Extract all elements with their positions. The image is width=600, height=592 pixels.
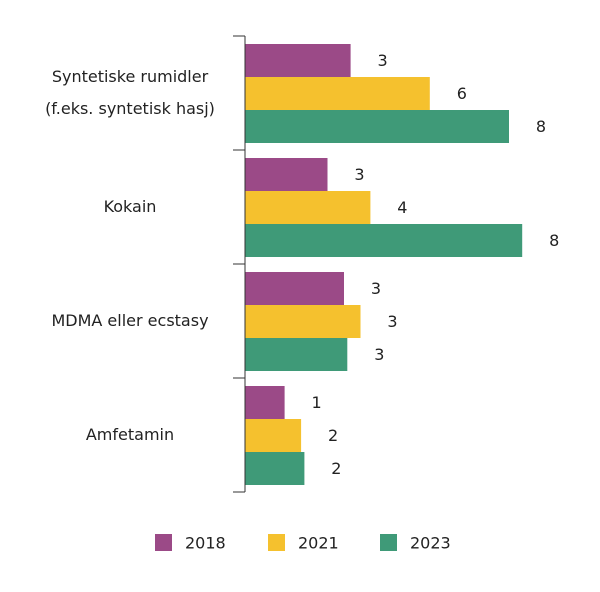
value-label: 8 xyxy=(536,117,546,136)
legend-label: 2021 xyxy=(298,534,339,553)
legend-label: 2023 xyxy=(410,534,451,553)
bar xyxy=(245,386,285,419)
bar xyxy=(245,305,361,338)
legend-label: 2018 xyxy=(185,534,226,553)
legend-swatch xyxy=(155,534,172,551)
bar xyxy=(245,77,430,110)
bar xyxy=(245,419,302,452)
bar xyxy=(245,44,351,77)
value-label: 8 xyxy=(549,231,559,250)
category-label: Amfetamin xyxy=(85,425,175,444)
category-label: MDMA eller ecstasy xyxy=(51,311,209,330)
value-label: 3 xyxy=(371,279,381,298)
bar xyxy=(245,224,523,257)
value-label: 2 xyxy=(331,459,341,478)
category-label: Kokain xyxy=(103,197,157,216)
legend-swatch xyxy=(268,534,285,551)
value-label: 6 xyxy=(457,84,467,103)
value-label: 4 xyxy=(397,198,407,217)
bar xyxy=(245,452,305,485)
bar xyxy=(245,110,509,143)
value-label: 3 xyxy=(378,51,388,70)
value-label: 3 xyxy=(374,345,384,364)
bar xyxy=(245,272,344,305)
legend-swatch xyxy=(380,534,397,551)
bar xyxy=(245,191,371,224)
category-label: Syntetiske rumidler (f.eks. syntetisk ha… xyxy=(45,67,215,118)
value-label: 3 xyxy=(387,312,397,331)
bar xyxy=(245,338,348,371)
value-label: 1 xyxy=(312,393,322,412)
value-label: 3 xyxy=(354,165,364,184)
bar xyxy=(245,158,328,191)
value-label: 2 xyxy=(328,426,338,445)
